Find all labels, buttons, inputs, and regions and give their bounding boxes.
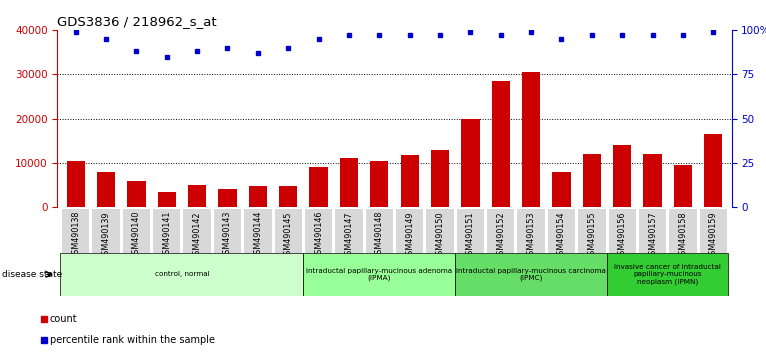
Text: disease state: disease state [2,270,62,279]
Text: GSM490142: GSM490142 [192,211,201,259]
Bar [158,192,176,207]
Bar [249,186,267,207]
Bar [578,209,605,253]
Bar [669,209,696,253]
Text: GSM490156: GSM490156 [617,211,627,259]
Bar [303,253,455,296]
Bar [455,253,607,296]
Bar [699,209,727,253]
Text: GSM490152: GSM490152 [496,211,506,260]
Text: GSM490141: GSM490141 [162,211,172,259]
Bar [153,209,181,253]
Text: percentile rank within the sample: percentile rank within the sample [50,335,215,345]
Text: GSM490145: GSM490145 [283,211,293,259]
Text: GSM490149: GSM490149 [405,211,414,259]
Bar [492,81,510,207]
Text: control, normal: control, normal [155,272,209,277]
Bar [340,159,358,207]
Bar [309,167,328,207]
Bar [274,209,302,253]
Bar [365,209,393,253]
Bar [336,209,362,253]
Bar [674,165,692,207]
Text: GSM490138: GSM490138 [71,211,80,259]
Bar [583,154,601,207]
Bar [522,72,540,207]
Bar [704,134,722,207]
Bar [431,149,449,207]
Text: count: count [50,314,77,324]
Text: GSM490157: GSM490157 [648,211,657,260]
Text: GSM490139: GSM490139 [102,211,110,259]
Text: invasive cancer of intraductal
papillary-mucinous
neoplasm (IPMN): invasive cancer of intraductal papillary… [614,264,722,285]
Bar [461,119,480,207]
Bar [457,209,484,253]
Text: GSM490140: GSM490140 [132,211,141,259]
Bar [244,209,271,253]
Bar [427,209,453,253]
Bar [305,209,332,253]
Bar [370,161,388,207]
Bar [608,209,636,253]
Bar [214,209,241,253]
Text: intraductal papillary-mucinous carcinoma
(IPMC): intraductal papillary-mucinous carcinoma… [457,268,606,281]
Text: GDS3836 / 218962_s_at: GDS3836 / 218962_s_at [57,15,217,28]
Bar [93,209,119,253]
Bar [62,209,90,253]
Bar [401,155,419,207]
Text: GSM490143: GSM490143 [223,211,232,259]
Bar [97,172,115,207]
Text: GSM490150: GSM490150 [436,211,444,259]
Bar [607,253,728,296]
Text: GSM490151: GSM490151 [466,211,475,259]
Bar [127,181,146,207]
Bar [518,209,545,253]
Text: GSM490144: GSM490144 [254,211,262,259]
Bar [613,145,631,207]
Bar [67,161,85,207]
Text: GSM490155: GSM490155 [588,211,597,260]
Bar [487,209,515,253]
Bar [396,209,424,253]
Bar [218,189,237,207]
Bar [188,185,206,207]
Bar [552,172,571,207]
Text: GSM490147: GSM490147 [345,211,353,259]
Bar [643,154,662,207]
Bar [123,209,150,253]
Text: GSM490158: GSM490158 [679,211,687,259]
Text: GSM490153: GSM490153 [527,211,535,259]
Text: GSM490146: GSM490146 [314,211,323,259]
Bar [548,209,575,253]
Bar [279,186,297,207]
Text: GSM490159: GSM490159 [709,211,718,260]
Text: GSM490148: GSM490148 [375,211,384,259]
Text: intraductal papillary-mucinous adenoma
(IPMA): intraductal papillary-mucinous adenoma (… [306,268,453,281]
Text: GSM490154: GSM490154 [557,211,566,259]
Bar [184,209,211,253]
Bar [639,209,666,253]
Bar [61,253,303,296]
